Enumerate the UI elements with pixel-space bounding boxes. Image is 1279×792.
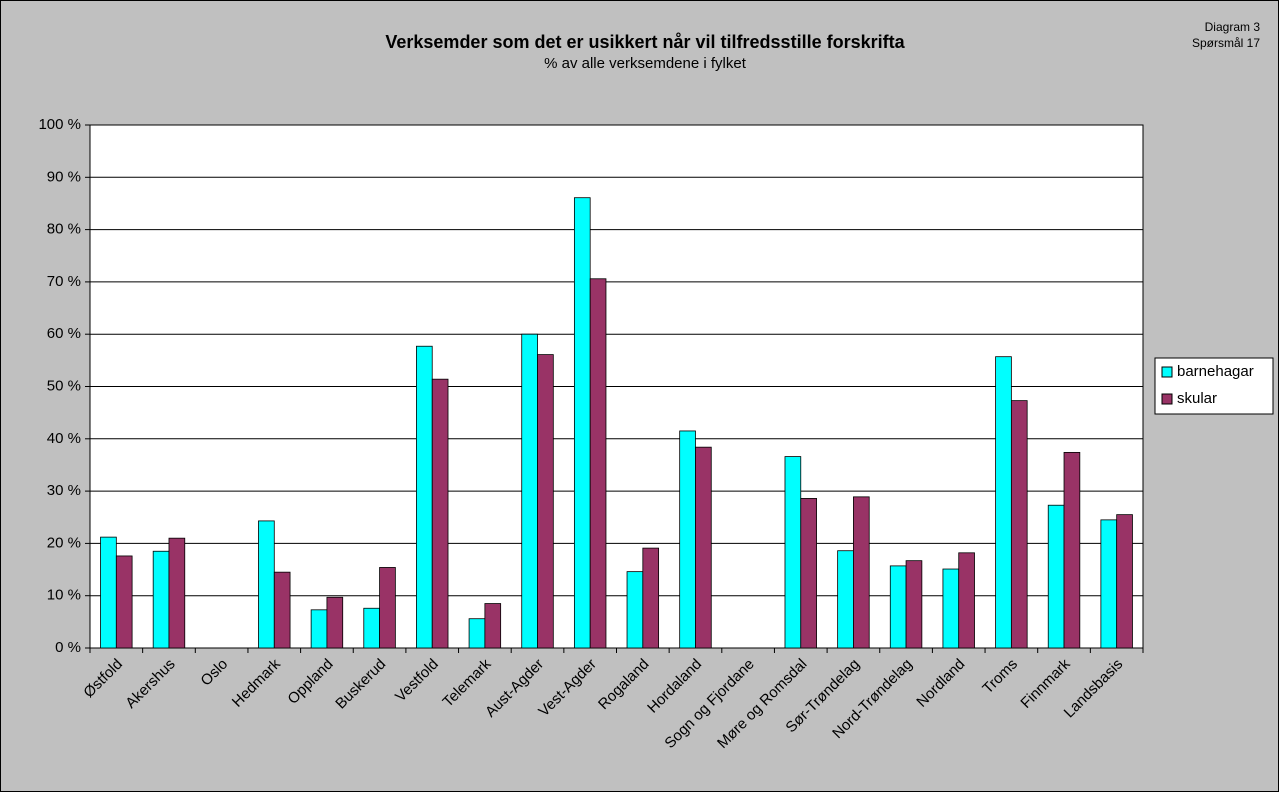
bar — [416, 345, 433, 649]
bar — [168, 537, 186, 649]
bar — [642, 547, 660, 649]
legend-label: barnehagar — [1177, 363, 1254, 380]
bar — [363, 607, 380, 649]
bar — [431, 378, 449, 649]
y-tick-label: 30 % — [47, 482, 81, 499]
y-tick-label: 60 % — [47, 325, 81, 342]
legend-box — [1154, 357, 1274, 415]
bar — [537, 354, 554, 649]
bar — [258, 520, 275, 649]
bar — [521, 333, 538, 649]
chart-title: Verksemder som det er usikkert når vil t… — [385, 32, 905, 52]
bar — [100, 536, 117, 649]
y-tick-label: 10 % — [47, 587, 81, 604]
bar — [468, 618, 486, 649]
bar — [1100, 519, 1118, 649]
bar — [853, 496, 870, 649]
bar — [115, 555, 133, 649]
bar — [379, 567, 396, 649]
annotation: Spørsmål 17 — [1192, 36, 1260, 50]
bar — [1063, 451, 1081, 649]
y-tick-label: 0 % — [55, 639, 81, 656]
y-tick-label: 50 % — [47, 377, 81, 394]
chart-subtitle: % av alle verksemdene i fylket — [544, 55, 747, 72]
y-tick-label: 90 % — [47, 168, 81, 185]
y-tick-label: 70 % — [47, 273, 81, 290]
bar — [1116, 514, 1133, 649]
bar — [905, 560, 923, 649]
bar — [1047, 504, 1065, 649]
bar — [942, 568, 960, 649]
bar — [679, 430, 696, 649]
y-tick-label: 40 % — [47, 430, 81, 447]
bar — [589, 278, 607, 649]
bar — [310, 609, 328, 649]
bar — [1010, 400, 1028, 649]
bar — [695, 446, 712, 649]
bar — [626, 571, 644, 649]
bar — [889, 565, 907, 649]
bar — [800, 498, 817, 649]
y-tick-label: 80 % — [47, 221, 81, 238]
y-tick-label: 20 % — [47, 534, 81, 551]
bar — [326, 596, 344, 649]
legend-swatch — [1161, 393, 1173, 405]
legend-swatch — [1161, 366, 1173, 378]
bar — [273, 571, 291, 649]
bar — [573, 197, 591, 649]
legend-label: skular — [1177, 390, 1217, 407]
bar — [152, 550, 170, 649]
bar — [784, 456, 802, 649]
bar — [484, 603, 502, 649]
y-tick-label: 100 % — [38, 116, 81, 133]
bar — [837, 550, 854, 649]
bar — [958, 552, 975, 649]
bar — [995, 356, 1012, 649]
annotation: Diagram 3 — [1205, 20, 1261, 34]
